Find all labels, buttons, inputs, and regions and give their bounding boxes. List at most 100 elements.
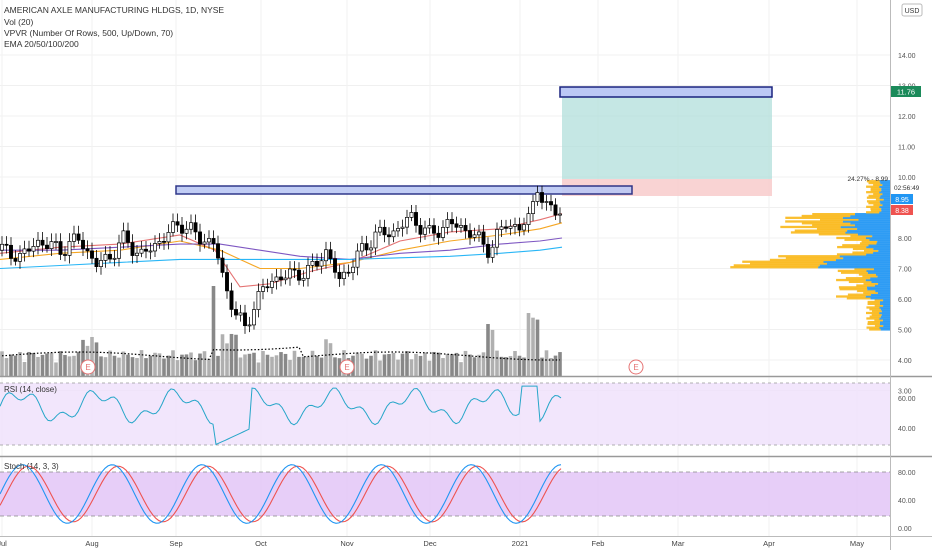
time-axis-label: Dec xyxy=(423,539,437,548)
vpvr-up xyxy=(845,277,871,280)
volume-bar xyxy=(103,357,108,376)
vpvr-down xyxy=(847,229,890,232)
rsi-label[interactable]: RSI (14, close) xyxy=(4,385,57,394)
svg-text:8.95: 8.95 xyxy=(895,197,909,204)
vpvr-down xyxy=(882,203,890,207)
stoch-scale-0: 0.00 xyxy=(898,526,912,533)
candle-body xyxy=(436,232,441,238)
candle-body xyxy=(351,266,355,273)
stoch-label[interactable]: Stoch (14, 3, 3) xyxy=(4,462,59,471)
candle-body xyxy=(63,254,67,256)
vpvr-up xyxy=(863,249,879,252)
candle-body xyxy=(535,192,540,202)
vpvr-up xyxy=(866,185,880,188)
candle-body xyxy=(94,257,99,267)
candle-body xyxy=(261,286,265,292)
indicator-vol[interactable]: Vol (20) xyxy=(4,17,33,27)
vpvr-down xyxy=(881,209,890,212)
vpvr-down xyxy=(880,194,890,198)
vpvr-up xyxy=(836,278,866,282)
vpvr-down xyxy=(880,308,890,311)
volume-bar xyxy=(234,334,238,376)
indicator-vpvr[interactable]: VPVR (Number Of Rows, 500, Up/Down, 70) xyxy=(4,28,173,38)
vpvr-down xyxy=(850,222,890,225)
volume-bar xyxy=(22,361,27,376)
vpvr-down xyxy=(877,275,890,278)
vpvr-down xyxy=(850,214,890,218)
candle-body xyxy=(40,239,45,246)
currency-button[interactable]: USD xyxy=(901,3,923,17)
candle-body xyxy=(36,239,40,247)
candle-body xyxy=(139,248,144,254)
volume-bar xyxy=(382,354,387,376)
volume-bar xyxy=(436,352,441,376)
vpvr-down xyxy=(845,231,890,234)
earnings-marker[interactable]: E xyxy=(80,359,96,375)
candle-body xyxy=(297,269,301,281)
vpvr-down xyxy=(882,183,890,187)
volume-bar xyxy=(58,351,63,376)
vpvr-up xyxy=(749,262,827,265)
vpvr-down xyxy=(872,234,890,238)
candle-body xyxy=(495,229,499,248)
earnings-marker[interactable]: E xyxy=(339,359,355,375)
candle-body xyxy=(499,226,504,230)
volume-bar xyxy=(31,352,36,376)
target-box[interactable] xyxy=(559,86,773,98)
vpvr-up xyxy=(868,194,881,198)
volume-bar xyxy=(549,357,553,376)
vpvr-down xyxy=(874,284,890,287)
vpvr-up xyxy=(848,280,872,284)
candle-body xyxy=(166,232,171,243)
volume-bar xyxy=(18,352,22,376)
price-scale-label: 4.00 xyxy=(898,358,912,365)
indicator-ema[interactable]: EMA 20/50/100/200 xyxy=(4,39,79,49)
vpvr-down xyxy=(866,245,890,249)
vpvr-down xyxy=(879,306,890,309)
candle-body xyxy=(544,201,549,203)
volume-bar xyxy=(279,352,283,376)
volume-bar xyxy=(243,354,247,376)
vpvr-up xyxy=(868,202,881,205)
vpvr-down xyxy=(876,242,890,245)
vpvr-up xyxy=(730,266,819,269)
candle-body xyxy=(238,312,243,316)
rsi-line xyxy=(0,385,562,446)
stoch-scale-40: 40.00 xyxy=(898,498,916,505)
vpvr-down xyxy=(823,260,890,263)
target-zone[interactable] xyxy=(562,92,772,179)
volume-bar xyxy=(144,358,148,376)
vpvr-up xyxy=(854,267,874,271)
volume-bar xyxy=(283,353,288,376)
vpvr-up xyxy=(852,251,874,254)
time-axis[interactable]: Jul Aug Sep Oct Nov Dec 2021 Feb Mar Apr May xyxy=(0,539,864,548)
candle-body xyxy=(553,204,558,216)
vpvr-up xyxy=(866,306,880,309)
candle-body xyxy=(90,250,94,259)
candle-body xyxy=(427,225,432,229)
volume-bar xyxy=(216,355,220,376)
candle-body xyxy=(171,221,175,233)
volume-bar xyxy=(108,350,112,376)
candle-body xyxy=(108,253,112,260)
vpvr-up xyxy=(844,238,870,241)
candle-body xyxy=(189,222,193,230)
candle-body xyxy=(211,238,216,245)
earnings-marker[interactable]: E xyxy=(628,359,644,375)
volume-bar xyxy=(526,313,531,376)
vpvr-up xyxy=(867,322,880,326)
vpvr-down xyxy=(868,244,890,247)
resistance-box[interactable] xyxy=(175,185,633,195)
volume-bar xyxy=(252,352,256,376)
volume-bar xyxy=(472,357,477,376)
candle-body xyxy=(198,231,202,245)
volume-bar xyxy=(40,354,45,376)
stoch-scale-80: 80.00 xyxy=(898,470,916,477)
vpvr-up xyxy=(818,233,858,236)
volume-bar xyxy=(184,354,189,376)
volume-bar xyxy=(76,351,81,376)
volume-bar xyxy=(324,339,328,376)
candle-body xyxy=(486,243,490,258)
vpvr-down xyxy=(865,278,890,282)
volume-bar xyxy=(306,356,310,376)
